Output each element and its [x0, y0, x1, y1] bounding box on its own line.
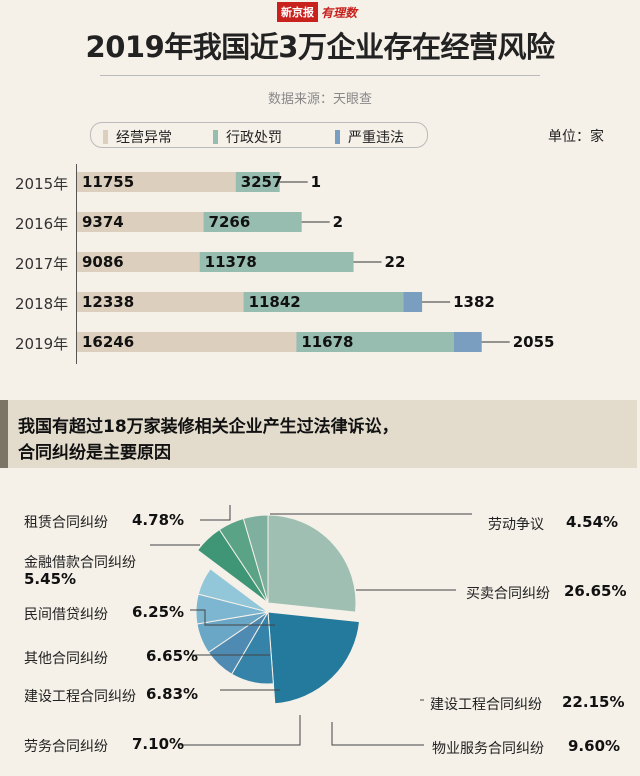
- bar-segment: [77, 292, 244, 312]
- bar-segment: [296, 332, 454, 352]
- year-label: 2016年: [15, 215, 69, 233]
- bar-legend: 经营异常 行政处罚 严重违法: [90, 122, 428, 148]
- title-divider: [100, 75, 540, 76]
- legend-item-abnormal: 经营异常: [103, 127, 172, 147]
- bar-segment: [199, 252, 354, 272]
- banner-line-1: 我国有超过18万家装修相关企业产生过法律诉讼，: [18, 417, 399, 437]
- legend-swatch: [213, 130, 218, 144]
- bar-segment: [243, 292, 404, 312]
- bar-value-label: 11842: [248, 293, 301, 311]
- brand-paper: 新京报: [277, 2, 318, 22]
- pie-slice: [267, 514, 357, 613]
- pie-slice: [267, 611, 361, 705]
- bar-segment: [77, 252, 200, 272]
- bar-value-label: 7266: [208, 213, 251, 231]
- bar-segment: [77, 212, 204, 232]
- bar-value-label: 22: [384, 253, 406, 271]
- brand-logo: 新京报 有理数: [277, 2, 358, 22]
- banner-accent: [0, 400, 8, 468]
- pie-leader-line: [190, 609, 275, 626]
- pie-slice: [197, 568, 269, 613]
- bar-value-label: 3257: [240, 173, 283, 191]
- bar-value-label: 11378: [204, 253, 257, 271]
- bar-value-label: 16246: [82, 333, 135, 351]
- banner-line-2: 合同纠纷是主要原因: [18, 443, 171, 463]
- bar-axis: [76, 164, 77, 364]
- bar-segment: [403, 292, 423, 312]
- bar-segment: [235, 172, 280, 192]
- bar-value-label: 1: [310, 173, 322, 191]
- year-label: 2019年: [15, 335, 69, 353]
- unit-label: 单位：家: [548, 129, 604, 145]
- legend-item-penalty: 行政处罚: [213, 127, 282, 147]
- banner-pointer: [428, 426, 442, 442]
- pie-chart: [150, 505, 472, 746]
- year-label: 2015年: [15, 175, 69, 193]
- legend-swatch: [335, 130, 340, 144]
- insight-banner: 我国有超过18万家装修相关企业产生过法律诉讼， 合同纠纷是主要原因: [0, 400, 637, 468]
- pie-slice: [218, 517, 269, 604]
- bar-value-label: 11678: [301, 333, 354, 351]
- bar-value-label: 12338: [82, 293, 135, 311]
- bar-value-label: 9374: [82, 213, 124, 231]
- legend-label: 严重违法: [348, 130, 404, 146]
- legend-label: 行政处罚: [226, 130, 282, 146]
- year-label: 2017年: [15, 255, 69, 273]
- page-title: 2019年我国近3万企业存在经营风险: [85, 30, 555, 64]
- bar-value-label: 1382: [453, 293, 495, 311]
- pie-leader-line: [200, 505, 231, 521]
- bar-segment: [77, 332, 297, 352]
- bar-segment: [77, 172, 236, 192]
- legend-label: 经营异常: [116, 130, 172, 146]
- data-source: 数据来源：天眼查: [267, 92, 372, 107]
- bar-value-label: 2055: [512, 333, 555, 351]
- legend-item-serious: 严重违法: [335, 127, 404, 147]
- legend-swatch: [103, 130, 108, 144]
- stacked-bar-chart: 2015年 11755 3257 1 2016年 9374 7266 2 2017年 9086 11…: [0, 0, 640, 380]
- bar-segment: [453, 332, 482, 352]
- bar-segment: [203, 212, 302, 232]
- brand-column: 有理数: [321, 5, 358, 20]
- pie-leader-line: [180, 715, 301, 746]
- year-label: 2018年: [15, 295, 69, 313]
- bar-svg: [77, 172, 510, 352]
- pie-leader-line: [331, 722, 424, 746]
- bar-value-label: 11755: [82, 173, 135, 191]
- bar-value-label: 2: [332, 213, 344, 231]
- bar-value-label: 9086: [82, 253, 124, 271]
